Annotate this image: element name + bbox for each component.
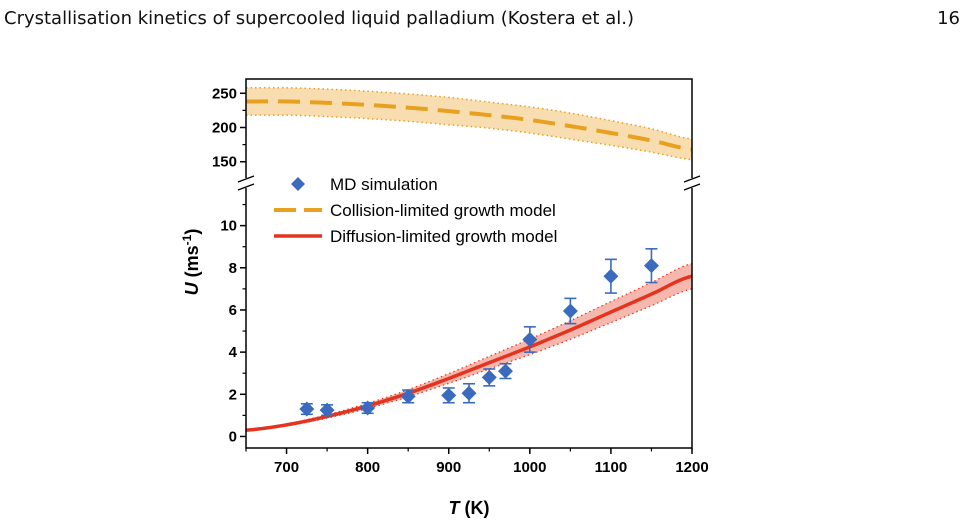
diffusion-band-upper-edge bbox=[245, 263, 693, 431]
plot-frame bbox=[245, 78, 693, 449]
y-tick-label: 6 bbox=[229, 302, 237, 319]
md-point bbox=[603, 258, 619, 294]
y-tick-upper: 150 bbox=[212, 154, 246, 171]
md-point bbox=[562, 297, 578, 325]
md-point bbox=[360, 400, 376, 416]
y-tick-label: 250 bbox=[212, 85, 237, 102]
md-marker bbox=[360, 400, 376, 416]
y-axis-label: U (ms-1) bbox=[180, 229, 202, 296]
x-tick: 1100 bbox=[595, 448, 628, 476]
axis-break bbox=[237, 175, 701, 191]
running-title: Crystallisation kinetics of supercooled … bbox=[4, 8, 634, 29]
confidence-bands bbox=[245, 86, 693, 432]
x-tick-label: 800 bbox=[355, 459, 380, 476]
x-tick: 700 bbox=[274, 448, 299, 476]
md-marker bbox=[522, 331, 538, 347]
legend-marker-md bbox=[291, 177, 305, 191]
md-marker bbox=[643, 258, 659, 274]
md-marker bbox=[441, 387, 457, 403]
x-tick-label: 1100 bbox=[595, 459, 628, 476]
legend-label-md: MD simulation bbox=[330, 175, 438, 194]
y-axis-ticks: 0 2 4 6 8 10 150 200 250 bbox=[212, 85, 246, 445]
x-tick: 900 bbox=[436, 448, 461, 476]
md-marker bbox=[481, 369, 497, 385]
md-marker bbox=[461, 385, 477, 401]
x-tick-label: 1000 bbox=[513, 459, 546, 476]
x-axis-ticks: 700 800 900 1000 1100 1200 bbox=[245, 448, 709, 476]
diffusion-band bbox=[246, 263, 692, 431]
y-tick-label: 0 bbox=[229, 428, 237, 445]
md-marker bbox=[497, 363, 513, 379]
model-curves bbox=[245, 99, 693, 432]
y-tick-label: 4 bbox=[229, 344, 238, 361]
y-tick-upper: 250 bbox=[212, 85, 246, 102]
x-tick-label: 700 bbox=[274, 459, 299, 476]
md-point bbox=[400, 388, 416, 404]
md-point bbox=[643, 248, 659, 284]
x-tick-label: 900 bbox=[436, 459, 461, 476]
y-tick: 8 bbox=[229, 260, 246, 277]
md-marker bbox=[319, 402, 335, 418]
y-axis-unit: (ms bbox=[182, 245, 202, 282]
page-number: 16 bbox=[937, 8, 960, 29]
md-point bbox=[481, 368, 497, 387]
md-marker bbox=[299, 401, 315, 417]
y-tick: 10 bbox=[220, 218, 246, 235]
legend-label-collision: Collision-limited growth model bbox=[330, 201, 556, 220]
axis-break-slash bbox=[237, 183, 255, 191]
y-tick-label: 10 bbox=[220, 218, 237, 235]
y-tick: 4 bbox=[229, 344, 246, 361]
md-point bbox=[299, 401, 315, 417]
md-marker bbox=[603, 268, 619, 284]
y-tick-upper: 200 bbox=[212, 120, 246, 137]
axis-break-gap bbox=[684, 178, 700, 188]
collision-line bbox=[246, 99, 693, 152]
y-tick: 0 bbox=[229, 428, 246, 445]
y-tick-label: 200 bbox=[212, 120, 237, 137]
y-axis-var: U bbox=[182, 281, 202, 295]
axes: 700 800 900 1000 1100 1200 0 2 4 6 8 10 150 200 250 bbox=[212, 78, 709, 476]
y-tick-label: 150 bbox=[212, 154, 237, 171]
legend: MD simulation Collision-limited growth m… bbox=[274, 175, 557, 246]
axis-break-slash bbox=[683, 175, 701, 183]
md-points bbox=[299, 248, 659, 418]
y-tick-label: 8 bbox=[229, 260, 237, 277]
md-point bbox=[441, 387, 457, 404]
collision-band bbox=[246, 87, 692, 160]
collision-band-upper-edge bbox=[246, 86, 693, 140]
axis-break-slash bbox=[683, 183, 701, 191]
y-tick: 6 bbox=[229, 302, 246, 319]
x-axis-label: T (K) bbox=[449, 498, 490, 518]
y-tick-label: 2 bbox=[229, 386, 237, 403]
md-point bbox=[522, 326, 538, 353]
x-axis-var: T bbox=[449, 498, 462, 518]
md-point bbox=[461, 382, 477, 404]
x-axis-unit: (K) bbox=[460, 498, 490, 518]
md-point bbox=[319, 402, 335, 418]
md-marker bbox=[400, 388, 416, 404]
x-tick: 1200 bbox=[675, 448, 709, 476]
y-tick: 2 bbox=[229, 386, 246, 403]
x-tick-label: 1200 bbox=[675, 459, 708, 476]
md-marker bbox=[562, 303, 578, 319]
diffusion-line bbox=[245, 274, 693, 432]
y-axis-unit-exp: -1 bbox=[180, 234, 194, 245]
x-tick: 1000 bbox=[513, 448, 547, 476]
axis-break-gap bbox=[238, 178, 254, 188]
x-tick: 800 bbox=[355, 448, 380, 476]
legend-label-diffusion: Diffusion-limited growth model bbox=[330, 227, 557, 246]
diffusion-band-lower-edge bbox=[245, 288, 693, 432]
y-axis-unit-close: ) bbox=[182, 229, 202, 235]
axis-break-slash bbox=[237, 175, 255, 183]
md-point bbox=[497, 362, 513, 380]
